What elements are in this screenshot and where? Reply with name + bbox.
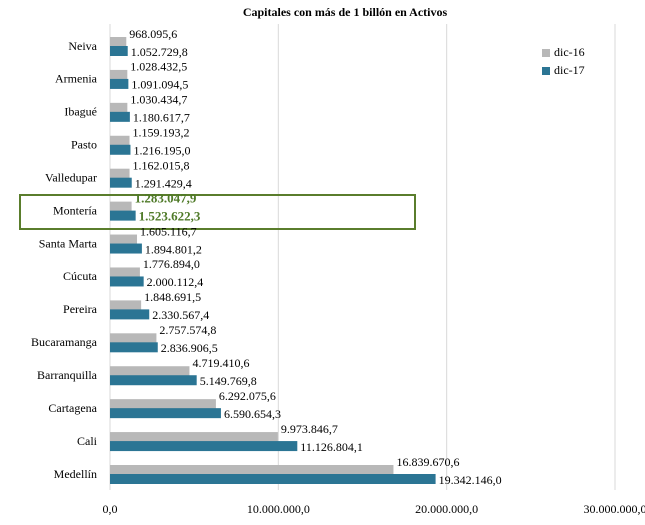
y-tick-label: Ibagué — [64, 105, 97, 119]
data-label: 1.180.617,7 — [133, 111, 190, 125]
bar — [110, 300, 142, 311]
data-label: 9.973.846,7 — [281, 422, 338, 436]
data-label: 1.159.193,2 — [133, 126, 190, 140]
y-tick-label: Cúcuta — [63, 269, 98, 283]
bar — [110, 102, 128, 113]
data-label: 1.848.691,5 — [144, 290, 201, 304]
bar — [110, 37, 127, 47]
data-label: 1.291.429,4 — [135, 176, 192, 190]
data-label: 1.894.801,2 — [145, 242, 202, 256]
bar — [110, 408, 221, 419]
data-label: 1.052.729,8 — [131, 45, 188, 59]
bar — [110, 201, 132, 212]
x-tick-label: 10.000.000,0 — [247, 502, 310, 516]
data-label: 2.836.906,5 — [161, 341, 218, 355]
data-label: 2.330.567,4 — [152, 308, 209, 322]
bar — [110, 399, 216, 410]
chart-title: Capitales con más de 1 billón en Activos — [243, 5, 448, 19]
y-tick-label: Cali — [77, 434, 98, 448]
data-label: 1.162.015,8 — [133, 158, 190, 172]
bar — [110, 144, 131, 155]
y-tick-label: Montería — [53, 203, 98, 217]
bar — [110, 243, 142, 254]
x-tick-label: 30.000.000,0 — [584, 502, 645, 516]
y-tick-label: Cartagena — [48, 401, 97, 415]
y-tick-label: Armenia — [55, 72, 98, 86]
bar — [110, 441, 298, 452]
data-label: 1.030.434,7 — [130, 93, 187, 107]
data-label: 6.292.075,6 — [219, 389, 276, 403]
bar — [110, 168, 130, 179]
data-label: 968.095,6 — [129, 27, 177, 41]
bar — [110, 342, 158, 353]
data-label: 1.091.094,5 — [131, 78, 188, 92]
bar — [110, 69, 128, 80]
bar — [110, 366, 190, 377]
bar — [110, 111, 130, 122]
bar — [110, 267, 140, 278]
bar — [110, 333, 157, 344]
highlight-box — [19, 194, 416, 230]
data-label: 1.776.894,0 — [143, 257, 200, 271]
data-label: 5.149.769,8 — [200, 374, 257, 388]
bar — [110, 46, 128, 56]
bar — [110, 309, 150, 320]
data-label: 2.757.574,8 — [159, 323, 216, 337]
y-tick-label: Pasto — [71, 138, 97, 152]
y-tick-label: Pereira — [63, 302, 98, 316]
data-label: 1.523.622,3 — [139, 209, 201, 224]
data-label: 11.126.804,1 — [300, 440, 363, 454]
data-label: 4.719.410,6 — [192, 356, 249, 370]
bar — [110, 465, 394, 475]
x-tick-label: 20.000.000,0 — [415, 502, 478, 516]
data-label: 1.283.047,9 — [135, 191, 197, 206]
x-tick-label: 0,0 — [103, 502, 118, 516]
data-label: 6.590.654,3 — [224, 407, 281, 421]
bar — [110, 375, 197, 386]
legend-label: dic-16 — [554, 45, 585, 59]
bar — [110, 177, 132, 188]
bar — [110, 234, 138, 245]
legend-swatch — [542, 49, 550, 57]
bar — [110, 276, 144, 287]
bar — [110, 474, 436, 484]
legend-label: dic-17 — [554, 63, 585, 77]
data-label: 1.216.195,0 — [133, 144, 190, 158]
data-label: 1.605.116,7 — [140, 224, 197, 238]
data-label: 16.839.670,6 — [396, 455, 459, 469]
y-tick-label: Bucaramanga — [31, 335, 98, 349]
y-tick-label: Neiva — [68, 39, 97, 53]
y-tick-label: Santa Marta — [39, 236, 98, 250]
legend-swatch — [542, 67, 550, 75]
data-label: 2.000.112,4 — [147, 275, 204, 289]
bar — [110, 135, 130, 146]
y-tick-label: Valledupar — [45, 170, 97, 184]
bar — [110, 432, 278, 443]
data-label: 1.028.432,5 — [130, 60, 187, 74]
bar — [110, 210, 136, 221]
y-tick-label: Medellín — [54, 467, 97, 481]
data-label: 19.342.146,0 — [439, 473, 502, 487]
y-tick-label: Barranquilla — [37, 368, 98, 382]
bar — [110, 78, 129, 89]
